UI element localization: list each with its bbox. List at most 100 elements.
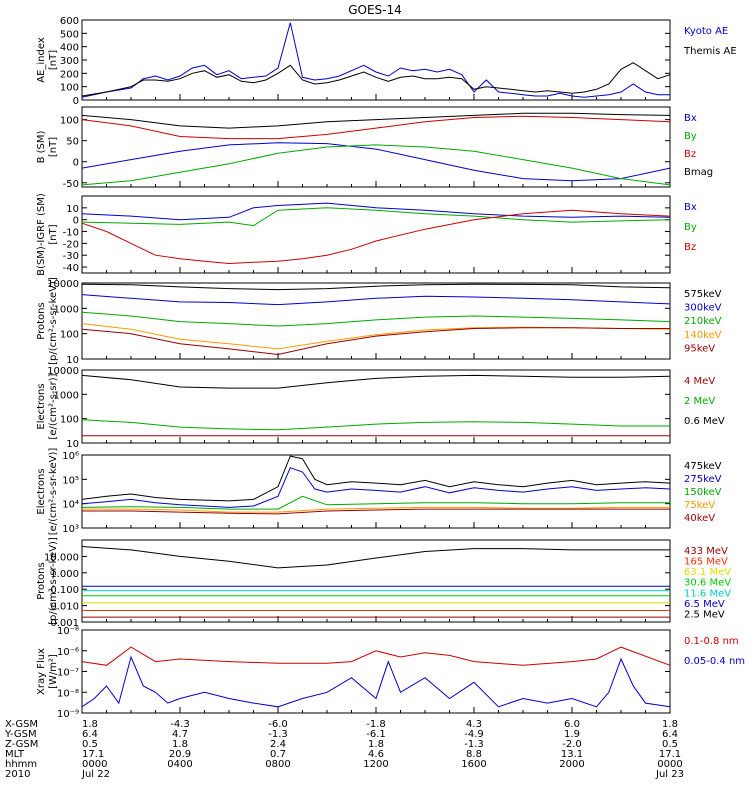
series-line-2-3 — [81, 115, 671, 140]
y-tick-label: 100 — [60, 83, 79, 94]
x-axis-value: 13.1 — [561, 749, 583, 760]
y-tick-label: -40 — [63, 263, 79, 274]
x-axis-value: Jul 22 — [81, 769, 110, 780]
panel-frame — [81, 629, 671, 714]
series-line-4-3 — [81, 311, 671, 327]
legend-entry: 150keV — [684, 487, 722, 498]
y-axis-label: Electrons — [36, 468, 47, 514]
x-axis-value: -4.3 — [170, 719, 190, 730]
legend-entry: 6.5 MeV — [684, 599, 725, 610]
series-line-1-2 — [81, 62, 671, 97]
panel-8: 10⁻⁹ 10⁻⁸ 10⁻⁷ 10⁻⁶ 10⁻⁸ Xray Flux [W/m²] 0.1-0… — [36, 626, 745, 720]
x-axis-value: -6.0 — [268, 719, 288, 730]
y-axis-label: Xray Flux — [36, 648, 47, 695]
x-axis-value: 1.8 — [662, 719, 678, 730]
y-tick-label: 200 — [60, 69, 79, 80]
legend-entry: 475keV — [684, 461, 722, 472]
y-tick-label: 10.000 — [44, 552, 79, 563]
series-line-4-5 — [81, 327, 670, 356]
x-axis-value: 1.8 — [368, 739, 384, 750]
x-axis-value: 17.1 — [659, 749, 681, 760]
legend-entry: 0.6 MeV — [684, 416, 725, 427]
y-tick-label: 300 — [60, 56, 79, 67]
y-tick-label: 10³ — [62, 524, 79, 535]
y-axis-label: [p/(cm²-s-sr-keV)] — [48, 277, 59, 365]
y-tick-label: 0 — [73, 216, 79, 227]
y-tick-label: 0.001 — [50, 618, 79, 629]
x-axis-value: 20.9 — [169, 749, 191, 760]
x-axis-value: 2000 — [559, 759, 584, 770]
legend-entry: 275keV — [684, 474, 722, 485]
y-tick-label: 100 — [60, 116, 79, 127]
y-tick-label: 10 — [66, 355, 79, 366]
series-line-7-7 — [81, 546, 670, 569]
x-axis-value: 2.4 — [270, 739, 286, 750]
y-tick-label: 10⁴ — [62, 500, 79, 511]
legend-entry: 75keV — [684, 500, 715, 511]
legend-entry: By — [684, 131, 697, 142]
series-line-3-2 — [81, 207, 671, 227]
legend-entry: 433 MeV — [684, 546, 728, 557]
y-axis-label: AE_index — [36, 37, 47, 83]
y-tick-label: 500 — [60, 29, 79, 40]
x-axis-value: 0.5 — [82, 739, 98, 750]
y-tick-label: 100 — [60, 330, 79, 341]
x-axis-value: 6.4 — [82, 729, 98, 740]
series-line-2-2 — [81, 144, 671, 186]
y-axis-label: B (SM) — [36, 130, 47, 163]
series-line-2-1 — [81, 142, 671, 182]
y-axis-label: [p/(cm²-s-sr-keV)] — [48, 537, 59, 625]
legend-entry: Themis AE — [683, 46, 737, 57]
y-tick-label: 0 — [73, 158, 79, 169]
y-axis-label: [nT] — [48, 224, 59, 244]
x-axis-value: 4.7 — [172, 729, 188, 740]
series-line-4-2 — [81, 294, 671, 306]
series-line-5-2 — [81, 419, 670, 431]
x-axis-value: Jul 23 — [655, 769, 684, 780]
y-tick-label: 0.100 — [50, 585, 79, 596]
legend-entry: Bx — [684, 113, 697, 124]
y-tick-label: 50 — [66, 137, 79, 148]
y-tick-label: 0.010 — [50, 602, 79, 613]
legend-entry: Bmag — [684, 167, 713, 178]
legend-entry: 40keV — [684, 513, 715, 524]
panel-4: 10 100 1000 10000 Protons [p/(cm²-s-sr-keV)] 5… — [36, 277, 722, 366]
x-axis-value: 0.7 — [270, 749, 286, 760]
x-axis-value: 1.9 — [564, 729, 580, 740]
y-tick-label: 600 — [60, 16, 79, 27]
legend-entry: Bx — [684, 202, 697, 213]
x-axis-value: 0800 — [265, 759, 290, 770]
series-line-6-5 — [82, 508, 670, 515]
y-tick-label: 0 — [73, 96, 79, 107]
x-axis-value: 0.5 — [662, 739, 678, 750]
x-axis-row-label: Z-GSM — [5, 739, 38, 750]
panel-1: 0 100 200 300 400 500 600 AE_index [nT] Kyoto AE T… — [36, 16, 737, 107]
x-axis-value: 4.6 — [368, 749, 384, 760]
x-axis-value: 17.1 — [82, 749, 104, 760]
legend-entry: 300keV — [684, 303, 722, 314]
series-line-3-1 — [81, 202, 671, 221]
panel-frame — [81, 19, 671, 101]
y-tick-label: 10⁻⁶ — [57, 647, 79, 658]
x-axis-value: 4.3 — [466, 719, 482, 730]
x-axis-row-label: MLT — [5, 749, 25, 760]
legend-entry: Kyoto AE — [684, 26, 728, 37]
y-axis-label: [e/(cm²-s-sr)] — [48, 373, 59, 439]
x-axis-value: -1.8 — [366, 719, 386, 730]
x-axis-value: 6.4 — [662, 729, 678, 740]
legend-entry: By — [684, 222, 697, 233]
y-tick-label: -10 — [63, 228, 79, 239]
legend-entry: 210keV — [684, 316, 722, 327]
y-tick-label: 10000 — [47, 279, 79, 290]
panel-frame — [81, 106, 671, 188]
panel-6: 10³ 10⁴ 10⁵ 10⁶ Electrons [e/(cm²-s-sr-keV)] 4… — [36, 448, 722, 536]
panel-frame — [81, 539, 671, 623]
x-axis-value: -6.1 — [366, 729, 386, 740]
y-tick-label: 10 — [66, 439, 79, 450]
y-tick-label: -30 — [63, 251, 79, 262]
y-tick-label: 10⁻⁹ — [57, 709, 79, 720]
y-axis-label: [W/m²] — [48, 654, 59, 689]
